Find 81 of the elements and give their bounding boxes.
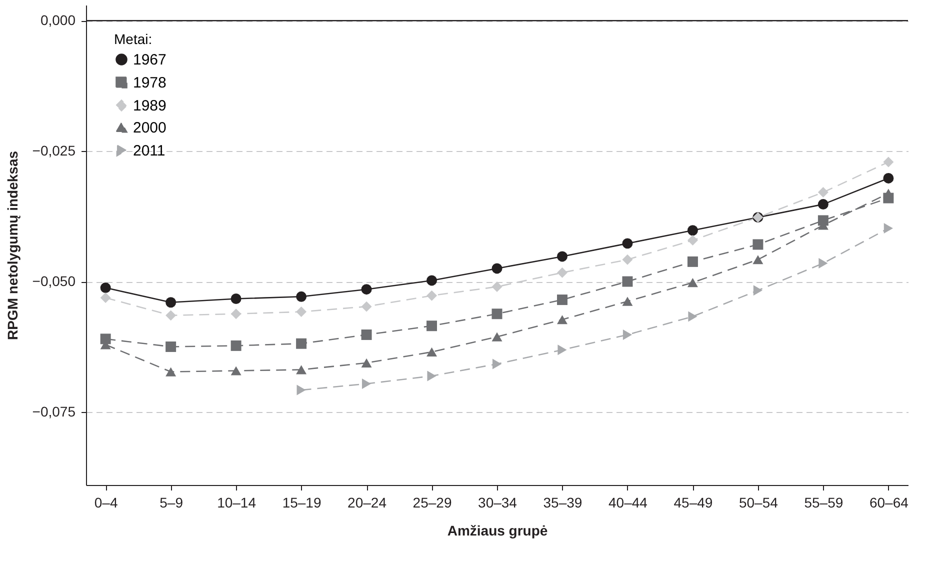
point [361, 358, 372, 368]
point [100, 282, 111, 294]
x-axis-title: Amžiaus grupė [447, 522, 548, 538]
point [818, 199, 828, 210]
point [752, 255, 764, 264]
legend-label: 1978 [133, 74, 166, 92]
point [296, 291, 307, 302]
point [622, 276, 633, 287]
point [556, 267, 568, 278]
point [426, 275, 438, 286]
x-tick-label: 0–4 [94, 494, 118, 510]
point [426, 320, 438, 332]
point [166, 367, 176, 376]
point [883, 172, 894, 184]
point [492, 263, 502, 274]
legend-label: 2000 [133, 120, 166, 136]
x-tick-label: 25–29 [412, 494, 452, 510]
point [296, 384, 306, 396]
point [687, 225, 698, 236]
point [884, 223, 893, 234]
x-tick-label: 40–44 [608, 494, 648, 510]
point [883, 188, 894, 198]
point [427, 370, 436, 382]
point [230, 308, 242, 320]
point [556, 315, 568, 324]
y-axis-title: RPGM netolygumų indeksas [4, 150, 20, 340]
point [492, 332, 502, 342]
point [622, 329, 632, 340]
point [230, 294, 242, 304]
point [100, 292, 111, 303]
point [296, 365, 307, 374]
point [687, 235, 698, 246]
point [492, 281, 502, 292]
point [818, 258, 828, 269]
point [166, 297, 176, 308]
point [426, 290, 438, 301]
point [752, 239, 764, 250]
y-tick-label: −0,025 [32, 142, 76, 159]
point [296, 338, 307, 349]
x-tick-label: 45–49 [674, 494, 713, 510]
legend-label: 1989 [133, 98, 166, 114]
x-tick-label: 15–19 [282, 494, 322, 510]
legend-label: 1967 [133, 52, 166, 68]
point [492, 358, 502, 370]
point [230, 366, 242, 376]
point [753, 285, 762, 296]
point [818, 187, 828, 198]
point [492, 308, 502, 320]
x-tick-label: 60–64 [869, 494, 909, 510]
point [230, 340, 242, 351]
point [622, 238, 633, 249]
point [362, 378, 372, 390]
legend-title: Metai: [114, 31, 152, 47]
point [361, 329, 372, 340]
x-tick-label: 10–14 [217, 494, 256, 510]
point [622, 254, 633, 265]
x-tick-label: 35–39 [543, 494, 582, 510]
point [296, 306, 307, 318]
y-tick-label: 0,000 [40, 12, 76, 28]
legend-label: 2011 [133, 142, 166, 160]
y-tick-label: −0,075 [32, 403, 76, 420]
point [166, 310, 176, 321]
point [361, 284, 372, 295]
x-tick-label: 20–24 [348, 494, 387, 510]
x-tick-label: 5–9 [160, 494, 184, 510]
point [688, 311, 698, 322]
x-tick-label: 55–59 [804, 494, 844, 510]
point [883, 156, 894, 168]
point [361, 301, 372, 312]
point [100, 334, 111, 344]
point [687, 256, 698, 267]
point [687, 278, 698, 288]
x-tick-label: 30–34 [478, 494, 518, 510]
point [556, 251, 568, 262]
x-tick-label: 50–54 [738, 494, 778, 510]
y-tick-label: −0,050 [32, 273, 76, 290]
point [166, 341, 176, 352]
point [558, 344, 567, 356]
point [556, 294, 568, 306]
point [426, 347, 438, 356]
point [622, 296, 633, 306]
